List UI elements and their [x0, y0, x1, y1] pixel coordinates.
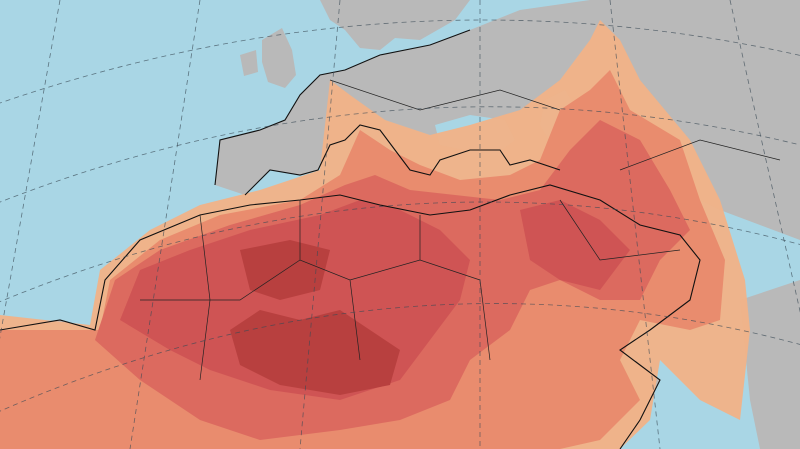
- dust-level-5: [230, 310, 400, 395]
- borders: [0, 29, 781, 449]
- dust-level-4-arabia: [520, 200, 630, 290]
